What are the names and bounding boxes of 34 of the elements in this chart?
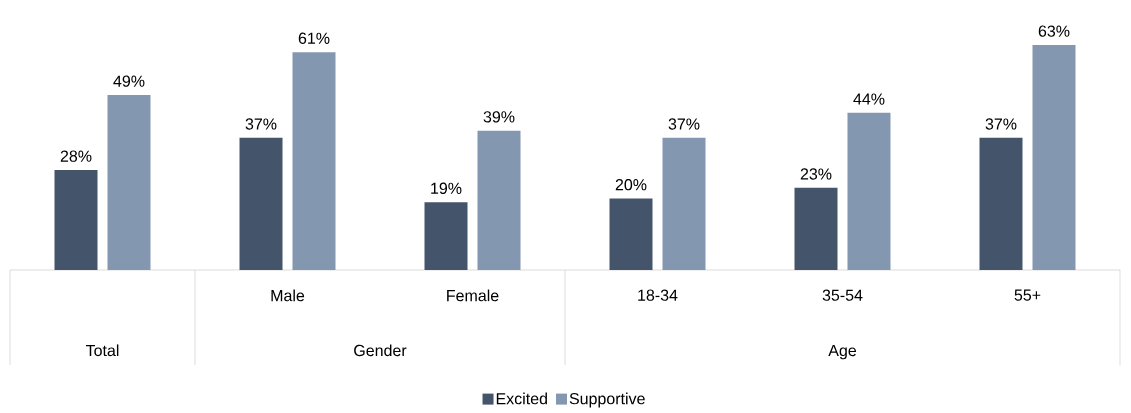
bar: [1032, 45, 1076, 270]
text: Gender: [354, 344, 407, 357]
bar: [794, 187, 838, 270]
legend-label: Supportive: [569, 392, 645, 408]
text: Total: [85, 344, 119, 357]
data-label: 23%: [800, 168, 832, 180]
x-tick-label: Female: [447, 289, 499, 302]
data-label: 28%: [60, 150, 92, 162]
data-label: 39%: [483, 111, 515, 123]
data-label: 37%: [668, 118, 700, 130]
data-label: 19%: [431, 182, 462, 194]
bar: [424, 202, 468, 270]
data-label: 20%: [615, 179, 647, 191]
bar: [54, 170, 98, 270]
bar: [662, 137, 706, 270]
bar: [477, 130, 521, 270]
legend-label: Excited: [496, 392, 547, 405]
x-tick-label: Male: [271, 289, 305, 302]
data-label: 49%: [113, 75, 145, 87]
data-label: 63%: [1038, 25, 1070, 37]
bar: [292, 52, 336, 270]
x-tick-label: 35-54: [822, 289, 863, 301]
text: Age: [828, 344, 857, 360]
bar: [979, 137, 1023, 270]
data-label: 44%: [853, 93, 885, 105]
data-label: 61%: [298, 32, 330, 44]
bar: [609, 198, 653, 270]
data-label: 37%: [245, 118, 277, 130]
x-tick-label: 18-34: [638, 289, 678, 301]
bar: [847, 112, 891, 270]
bar: [107, 95, 151, 270]
data-label: 37%: [985, 118, 1017, 130]
x-tick-label: 55+: [1014, 289, 1041, 301]
bar: [239, 137, 283, 270]
